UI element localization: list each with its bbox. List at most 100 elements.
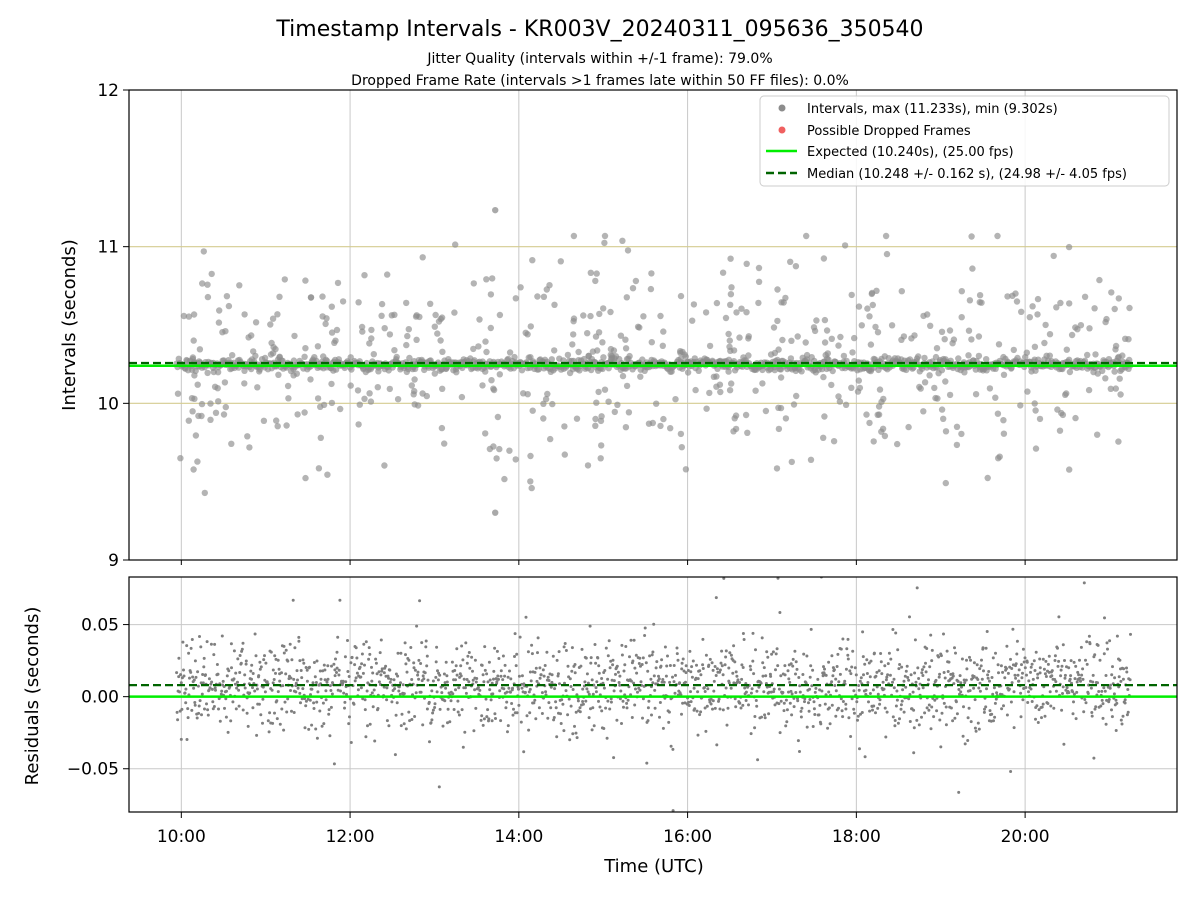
residual-point: [507, 686, 511, 690]
interval-point: [174, 390, 182, 397]
residual-point: [707, 663, 711, 667]
residual-point: [480, 714, 484, 718]
residual-point: [562, 645, 566, 649]
residual-point: [578, 706, 582, 710]
residual-point: [583, 680, 587, 684]
residual-point: [517, 703, 521, 707]
interval-point: [551, 301, 558, 308]
interval-point: [254, 384, 261, 391]
residual-point: [625, 706, 629, 710]
residual-point: [1060, 708, 1064, 712]
interval-point: [858, 322, 865, 329]
residual-point: [1015, 639, 1019, 643]
residual-point: [1078, 658, 1081, 662]
residual-point: [776, 664, 780, 668]
residual-point: [268, 711, 272, 715]
residual-point: [1098, 573, 1101, 576]
residual-point: [571, 688, 575, 691]
residual-point: [606, 654, 610, 658]
residual-point: [326, 664, 330, 668]
residual-point: [495, 680, 499, 684]
interval-point: [388, 312, 395, 319]
top-y-tick-label: 9: [108, 551, 119, 571]
interval-point: [470, 345, 477, 353]
residual-point: [805, 725, 809, 729]
residual-point: [332, 762, 336, 766]
interval-point: [276, 354, 283, 361]
residual-point: [494, 677, 498, 681]
residual-point: [372, 688, 376, 692]
residual-point: [257, 702, 261, 706]
residual-point: [1101, 702, 1105, 706]
residual-point: [750, 687, 754, 691]
residual-point: [711, 707, 714, 711]
residual-point: [303, 726, 307, 730]
interval-point: [681, 351, 688, 358]
residual-point: [425, 664, 429, 668]
residual-point: [324, 698, 328, 702]
residual-point: [693, 707, 697, 711]
residual-point: [1011, 627, 1015, 631]
residual-point: [874, 711, 877, 715]
residual-point: [575, 736, 579, 740]
residual-point: [212, 705, 216, 708]
residual-point: [537, 706, 541, 710]
residual-point: [1044, 659, 1048, 663]
residual-point: [312, 701, 316, 705]
residual-point: [689, 690, 692, 694]
residual-point: [844, 707, 848, 711]
interval-point: [855, 303, 863, 310]
residual-point: [720, 649, 724, 653]
interval-point: [246, 444, 253, 451]
residual-point: [664, 674, 668, 678]
residual-point: [879, 652, 883, 655]
residual-point: [699, 710, 703, 714]
residual-point: [946, 670, 950, 673]
legend-box: [759, 95, 1170, 187]
interval-point: [307, 294, 315, 301]
residual-point: [523, 690, 527, 694]
residual-point: [659, 664, 663, 668]
interval-point: [1086, 325, 1093, 332]
residual-point: [250, 677, 253, 681]
residual-point: [734, 705, 738, 709]
residual-point: [755, 704, 759, 708]
residual-point: [937, 675, 941, 679]
residual-point: [703, 690, 707, 693]
residual-point: [354, 676, 358, 680]
residual-point: [267, 730, 271, 734]
residual-point: [973, 698, 977, 702]
residual-point: [202, 656, 206, 660]
interval-point: [315, 465, 323, 472]
x-tick-label: 20:00: [1001, 827, 1050, 847]
residual-point: [845, 647, 849, 651]
residual-point: [1038, 671, 1042, 675]
residual-point: [412, 661, 416, 665]
residual-point: [536, 651, 539, 655]
residual-point: [261, 697, 265, 701]
residual-point: [348, 715, 351, 719]
residual-point: [839, 647, 843, 651]
residual-point: [834, 689, 838, 693]
residual-point: [1043, 714, 1047, 718]
interval-point: [427, 300, 434, 307]
interval-point: [894, 440, 901, 448]
residual-point: [901, 688, 905, 692]
residual-point: [430, 689, 434, 693]
interval-point: [689, 317, 696, 324]
residual-point: [1019, 691, 1023, 695]
residual-point: [863, 662, 867, 666]
chart-subtitle-dropped: Dropped Frame Rate (intervals >1 frames …: [351, 73, 849, 89]
residual-point: [1046, 662, 1050, 666]
residual-point: [525, 714, 529, 718]
interval-point: [527, 452, 534, 460]
residual-point: [828, 722, 832, 726]
residual-point: [976, 678, 980, 681]
residual-point: [232, 677, 236, 681]
residual-point: [824, 673, 828, 677]
residual-point: [1093, 653, 1097, 657]
residual-point: [554, 700, 558, 704]
residual-point: [561, 702, 565, 706]
interval-point: [1046, 352, 1054, 359]
residual-point: [846, 657, 850, 661]
